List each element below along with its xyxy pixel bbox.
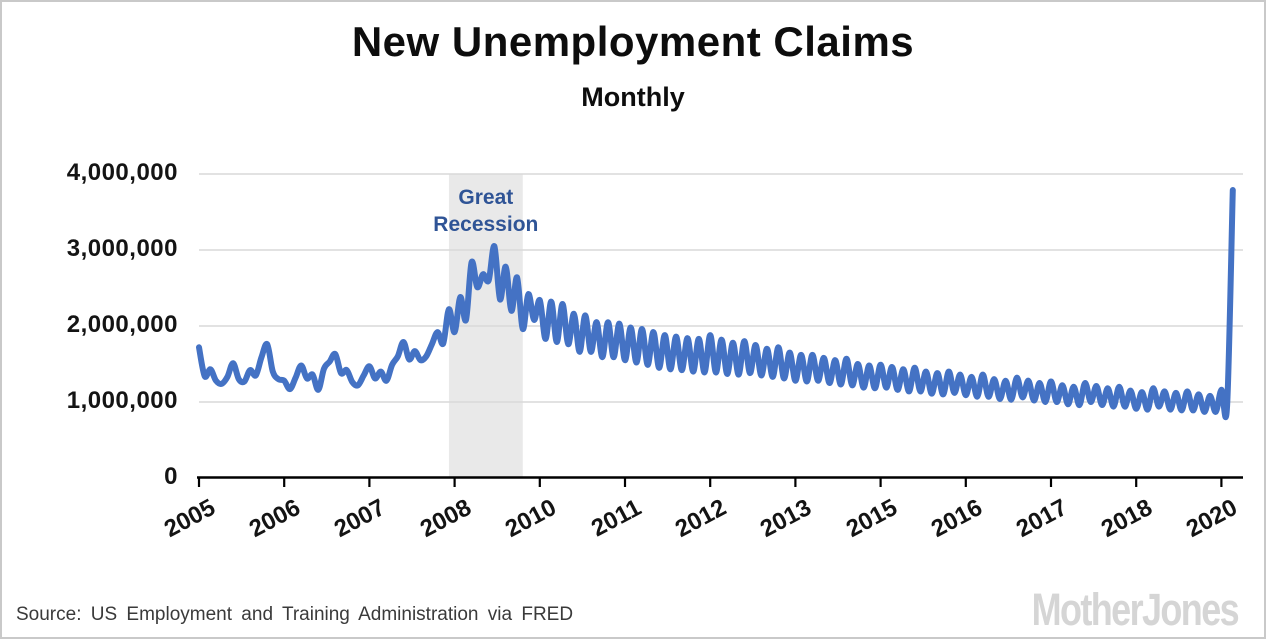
recession-annotation: Great Recession	[366, 184, 606, 238]
y-axis-label: 1,000,000	[66, 387, 178, 414]
source-note: Source: US Employment and Training Admin…	[16, 604, 574, 625]
claims-line-series	[196, 187, 1236, 420]
y-axis-label: 0	[164, 463, 178, 490]
y-axis-label: 4,000,000	[66, 159, 178, 186]
recession-annotation-line2: Recession	[433, 213, 539, 236]
motherjones-logo: MotherJones	[1031, 584, 1240, 635]
y-axis-label: 3,000,000	[66, 235, 178, 262]
chart-subtitle: Monthly	[581, 82, 685, 112]
chart-title: New Unemployment Claims	[351, 18, 915, 65]
y-axis-label: 2,000,000	[66, 311, 178, 338]
recession-annotation-line1: Great	[458, 186, 514, 209]
